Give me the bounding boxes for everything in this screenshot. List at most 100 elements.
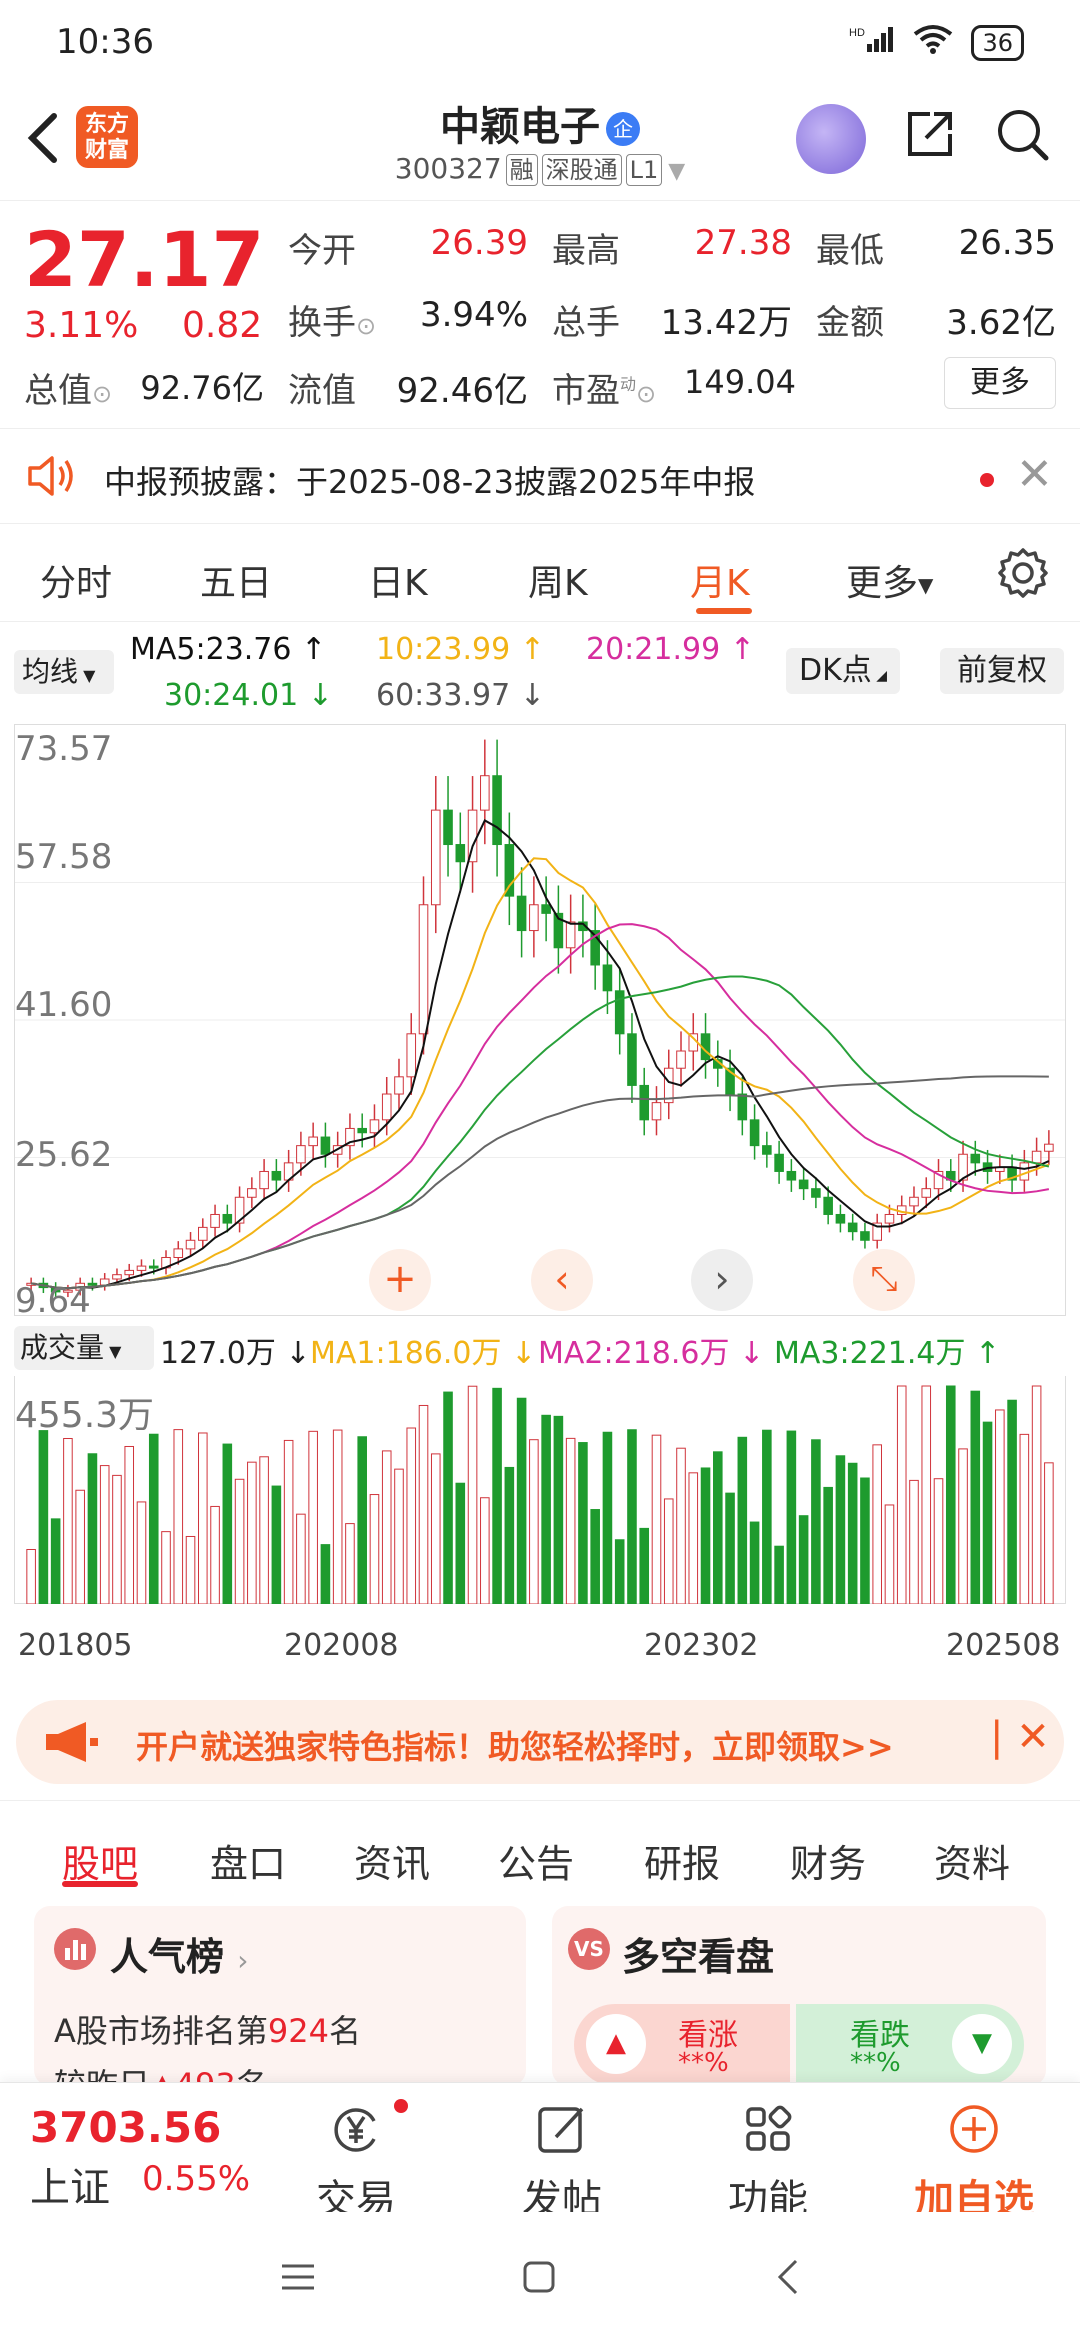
expand-icon[interactable]: ⤡ bbox=[853, 1249, 915, 1311]
more-button[interactable]: 更多 bbox=[944, 357, 1056, 409]
bear-button[interactable]: 看跌 **% ▼ bbox=[796, 2004, 1024, 2086]
chevron-right-icon[interactable]: › bbox=[691, 1249, 753, 1311]
index-name[interactable]: 上证 bbox=[30, 2165, 110, 2211]
tag-connect: 深股通 bbox=[541, 154, 622, 186]
volume-chart[interactable]: 455.3万 bbox=[14, 1376, 1066, 1605]
candle-body bbox=[590, 930, 600, 966]
tab-profile[interactable]: 资料 bbox=[934, 1842, 1011, 1886]
x-axis: 201805 202008 202302 202508 bbox=[14, 1604, 1066, 1676]
candle-body bbox=[406, 1033, 417, 1078]
close-icon[interactable]: ✕ bbox=[1016, 449, 1053, 500]
candle-body bbox=[970, 1153, 981, 1164]
volume-bar bbox=[210, 1505, 220, 1605]
volume-bar bbox=[161, 1531, 171, 1605]
popularity-card[interactable]: 人气榜 › A股市场排名第924名 较昨日▲493名 bbox=[34, 1906, 526, 2086]
ma-line bbox=[30, 975, 1050, 1290]
ma-line bbox=[30, 1075, 1049, 1290]
tab-intraday[interactable]: 分时 bbox=[40, 563, 113, 604]
candle-body bbox=[811, 1188, 821, 1198]
quote-label: 换手⊙ bbox=[288, 303, 377, 343]
volume-bar bbox=[872, 1444, 882, 1605]
assistant-avatar[interactable] bbox=[796, 104, 866, 174]
tab-order-book[interactable]: 盘口 bbox=[210, 1842, 287, 1886]
volume-bar bbox=[811, 1439, 821, 1605]
notice-text: 中报预披露：于2025-08-23披露2025年中报 bbox=[104, 463, 756, 501]
candle-body bbox=[860, 1231, 870, 1241]
y-tick-label: 25.62 bbox=[15, 1135, 113, 1175]
promo-banner[interactable]: 开户就送独家特色指标！助您轻松择时，立即领取>> | ✕ bbox=[16, 1700, 1064, 1784]
chevron-left-icon[interactable]: ‹ bbox=[531, 1249, 593, 1311]
tab-news[interactable]: 资讯 bbox=[354, 1842, 431, 1886]
candle-body bbox=[357, 1127, 367, 1134]
volume-bar bbox=[774, 1545, 784, 1605]
tab-weekly-k[interactable]: 周K bbox=[528, 563, 588, 604]
volume-bar bbox=[1031, 1385, 1042, 1605]
settings-gear-icon[interactable] bbox=[996, 546, 1050, 604]
search-icon[interactable] bbox=[992, 104, 1052, 164]
tab-financials[interactable]: 财务 bbox=[790, 1842, 867, 1886]
volume-selector[interactable]: 成交量 ▼ bbox=[14, 1326, 154, 1370]
close-icon[interactable]: | ✕ bbox=[990, 1714, 1050, 1760]
volume-bar bbox=[99, 1465, 110, 1605]
tab-research[interactable]: 研报 bbox=[644, 1842, 721, 1886]
price-adjust-button[interactable]: 前复权 bbox=[940, 648, 1064, 694]
ma-selector[interactable]: 均线 ▼ bbox=[14, 650, 114, 694]
volume-bar bbox=[345, 1523, 355, 1605]
quote-value: 26.39 bbox=[430, 223, 528, 263]
volume-value: 127.0万 ↓ bbox=[160, 1336, 311, 1371]
notice-bar[interactable]: 中报预披露：于2025-08-23披露2025年中报 ✕ bbox=[0, 428, 1080, 524]
candle-body bbox=[504, 844, 515, 897]
volume-bar bbox=[553, 1415, 564, 1605]
index-change[interactable]: 0.55% bbox=[142, 2159, 251, 2199]
back-icon[interactable] bbox=[776, 2258, 800, 2300]
wifi-icon bbox=[913, 24, 953, 61]
share-icon[interactable] bbox=[900, 104, 960, 164]
svg-text:HD: HD bbox=[849, 27, 865, 39]
volume-bar bbox=[50, 1518, 61, 1605]
nav-trade[interactable]: 交易 bbox=[296, 2099, 416, 2225]
tab-monthly-k[interactable]: 月K bbox=[690, 563, 750, 604]
volume-bar bbox=[63, 1437, 73, 1605]
x-tick-label: 201805 bbox=[18, 1628, 133, 1663]
zoom-in-button[interactable]: + bbox=[369, 1249, 431, 1311]
nav-post[interactable]: 发帖 bbox=[502, 2099, 622, 2225]
ma60-value: 60:33.97 ↓ bbox=[376, 678, 545, 713]
candle-body bbox=[909, 1196, 919, 1207]
chevron-down-icon[interactable]: ▼ bbox=[668, 159, 686, 184]
home-icon[interactable] bbox=[522, 2260, 556, 2298]
candlestick-chart[interactable]: 73.57 57.58 41.60 25.62 9.64 + ‹ › ⤡ bbox=[14, 724, 1066, 1321]
volume-bar bbox=[786, 1430, 797, 1605]
dk-point-button[interactable]: DK点 ◢ bbox=[786, 648, 900, 694]
volume-bar bbox=[308, 1430, 318, 1605]
volume-bar bbox=[1019, 1433, 1030, 1605]
ma-line bbox=[30, 857, 1050, 1290]
volume-bar bbox=[198, 1432, 208, 1605]
tab-forum[interactable]: 股吧 bbox=[62, 1842, 139, 1886]
back-button[interactable] bbox=[24, 108, 64, 178]
y-tick-label: 57.58 bbox=[15, 837, 113, 877]
bull-bear-card[interactable]: VS 多空看盘 ▲ 看涨 **% 看跌 **% ▼ bbox=[552, 1906, 1046, 2086]
candle-body bbox=[762, 1145, 772, 1155]
active-tab-indicator bbox=[696, 608, 752, 614]
quote-value: 27.38 bbox=[694, 223, 792, 263]
index-value[interactable]: 3703.56 bbox=[30, 2103, 222, 2152]
candle-body bbox=[1044, 1143, 1054, 1152]
tab-five-day[interactable]: 五日 bbox=[200, 563, 273, 604]
tab-daily-k[interactable]: 日K bbox=[368, 563, 428, 604]
stock-name-text: 中颖电子 bbox=[440, 104, 600, 150]
bull-button[interactable]: ▲ 看涨 **% bbox=[574, 2004, 790, 2086]
quote-label: 市盈动⊙ bbox=[552, 371, 657, 411]
nav-functions[interactable]: 功能 bbox=[708, 2099, 828, 2225]
tab-announcements[interactable]: 公告 bbox=[498, 1842, 575, 1886]
tab-more[interactable]: 更多▼ bbox=[846, 563, 934, 604]
signal-icon: HD bbox=[849, 24, 895, 61]
bear-label: 看跌 bbox=[850, 2018, 910, 2053]
volume-bar bbox=[713, 1451, 723, 1605]
menu-icon[interactable] bbox=[280, 2262, 316, 2296]
candle-body bbox=[492, 775, 502, 846]
stock-code-line: 300327 融深股通 L1 ▼ bbox=[0, 152, 1080, 186]
volume-bar bbox=[958, 1448, 968, 1605]
volume-bar bbox=[332, 1429, 343, 1605]
nav-add-watchlist[interactable]: 加自选 bbox=[904, 2099, 1044, 2225]
volume-bar bbox=[247, 1461, 257, 1605]
